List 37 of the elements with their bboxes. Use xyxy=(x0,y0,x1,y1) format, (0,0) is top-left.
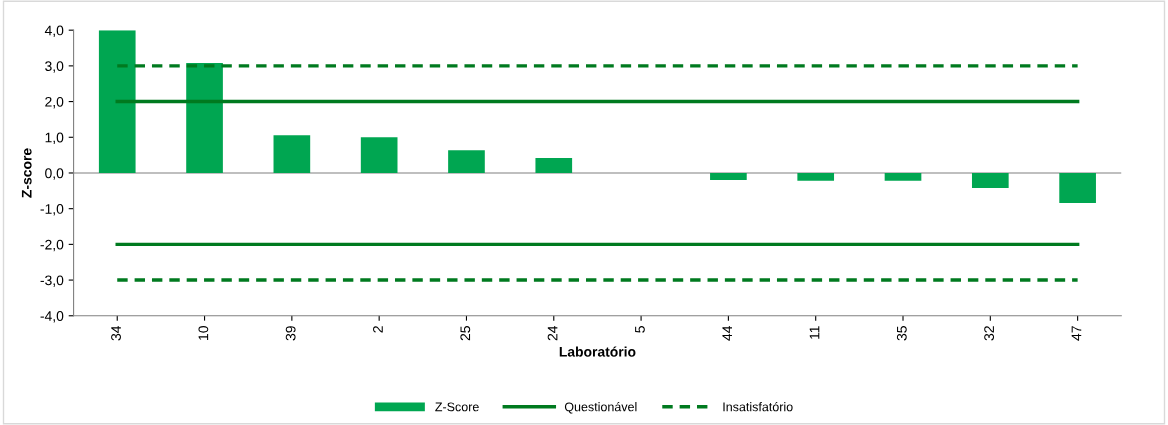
x-tick-label: 10 xyxy=(198,326,209,340)
legend-label: Insatisfatório xyxy=(723,401,793,412)
bar xyxy=(360,137,398,173)
x-tick-label: 32 xyxy=(984,326,995,341)
y-tick-label: -2,0 xyxy=(40,239,64,252)
bar xyxy=(448,150,485,173)
x-tick-label: 34 xyxy=(111,325,121,341)
x-tick-label: 47 xyxy=(1071,326,1082,341)
x-tick-label: 25 xyxy=(460,326,471,341)
bar xyxy=(186,63,223,173)
x-tick-label: 35 xyxy=(896,326,907,341)
y-tick-label: 3,0 xyxy=(45,61,64,73)
bar xyxy=(710,172,747,181)
bar xyxy=(1059,172,1096,203)
y-tick-label: -1,0 xyxy=(40,204,64,216)
x-tick-label: 11 xyxy=(809,326,820,339)
x-tick-label: 5 xyxy=(635,326,645,333)
x-tick-label: 39 xyxy=(285,326,296,341)
y-tick-label: 1,0 xyxy=(45,132,64,145)
y-tick-label: -3,0 xyxy=(40,275,64,287)
y-axis-title: Z-score xyxy=(21,148,32,198)
bar xyxy=(273,135,311,173)
x-tick-label: 24 xyxy=(547,325,558,341)
x-tick-label: 2 xyxy=(373,326,383,333)
bar xyxy=(797,172,835,181)
y-tick-label: -4,0 xyxy=(40,311,64,323)
y-tick-label: 0,0 xyxy=(45,168,64,180)
bar xyxy=(884,172,922,181)
bar xyxy=(971,172,1009,188)
x-tick-label: 44 xyxy=(722,325,732,341)
bar xyxy=(535,157,573,173)
legend-label: Z-Score xyxy=(435,402,479,412)
x-axis-title: Laboratório xyxy=(559,346,636,357)
y-tick-label: 4,0 xyxy=(44,25,64,37)
legend-label: Questionável xyxy=(564,401,637,414)
bar xyxy=(98,30,136,173)
y-tick-label: 2,0 xyxy=(45,96,64,109)
